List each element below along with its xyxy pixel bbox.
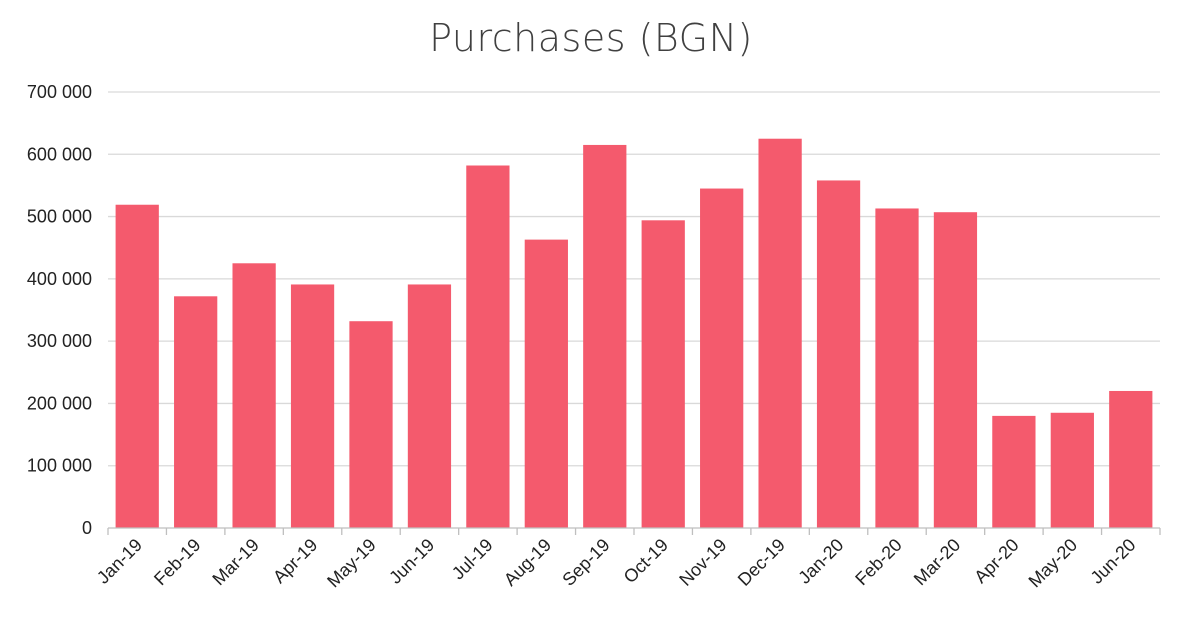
y-tick-label: 700 000 — [27, 82, 92, 102]
chart-title: Purchases (BGN) — [429, 16, 753, 60]
y-tick-label: 200 000 — [27, 393, 92, 413]
bar — [232, 263, 276, 528]
x-tick-label: Mar-20 — [910, 535, 964, 589]
x-tick-label: Jun-20 — [1087, 535, 1140, 588]
bar — [349, 321, 393, 528]
x-tick-label: Jan-19 — [93, 535, 146, 588]
x-tick-label: Apr-19 — [269, 535, 321, 587]
axes — [107, 527, 1161, 535]
bar — [1050, 412, 1094, 528]
bar — [992, 415, 1036, 528]
bar — [641, 220, 685, 528]
x-tick-label: Jan-20 — [794, 535, 847, 588]
y-tick-label: 400 000 — [27, 269, 92, 289]
y-tick-label: 500 000 — [27, 207, 92, 227]
y-tick-labels: 0 100 000 200 000 300 000 400 000 500 000 600 … — [27, 82, 92, 538]
x-tick-label: Feb-20 — [851, 535, 905, 589]
x-tick-label: Apr-20 — [970, 535, 1022, 587]
x-tick-label: Mar-19 — [208, 535, 262, 589]
y-tick-label: 100 000 — [27, 456, 92, 476]
x-tick-label: Dec-19 — [734, 535, 789, 590]
y-tick-label: 300 000 — [27, 331, 92, 351]
x-tick-label: Feb-19 — [150, 535, 204, 589]
bar — [933, 212, 978, 528]
bar — [583, 144, 627, 528]
y-tick-label: 0 — [82, 518, 92, 538]
x-tick-label: May-20 — [1025, 535, 1082, 592]
bar — [524, 239, 568, 529]
y-tick-label: 600 000 — [27, 144, 92, 164]
bar — [290, 284, 335, 528]
x-tick-label: Jul-19 — [448, 535, 497, 584]
x-tick-label: Oct-19 — [620, 535, 672, 587]
x-tick-labels: Jan-19 Feb-19 Mar-19 Apr-19 May-19 Jun-19 Jul-… — [93, 535, 1140, 592]
bar — [875, 208, 919, 528]
bar — [758, 138, 802, 528]
bar — [816, 180, 861, 528]
bar — [115, 204, 159, 529]
gridlines — [108, 91, 1160, 467]
bar — [700, 188, 744, 529]
x-tick-label: Jun-19 — [385, 535, 438, 588]
x-tick-label: May-19 — [323, 535, 380, 592]
bar — [407, 284, 452, 528]
bars — [115, 138, 1153, 529]
x-tick-label: Aug-19 — [500, 535, 555, 590]
bar — [174, 296, 218, 528]
x-tick-label: Sep-19 — [558, 535, 613, 590]
bar — [1109, 390, 1153, 528]
x-tick-label: Nov-19 — [675, 535, 730, 590]
bar — [466, 165, 510, 529]
